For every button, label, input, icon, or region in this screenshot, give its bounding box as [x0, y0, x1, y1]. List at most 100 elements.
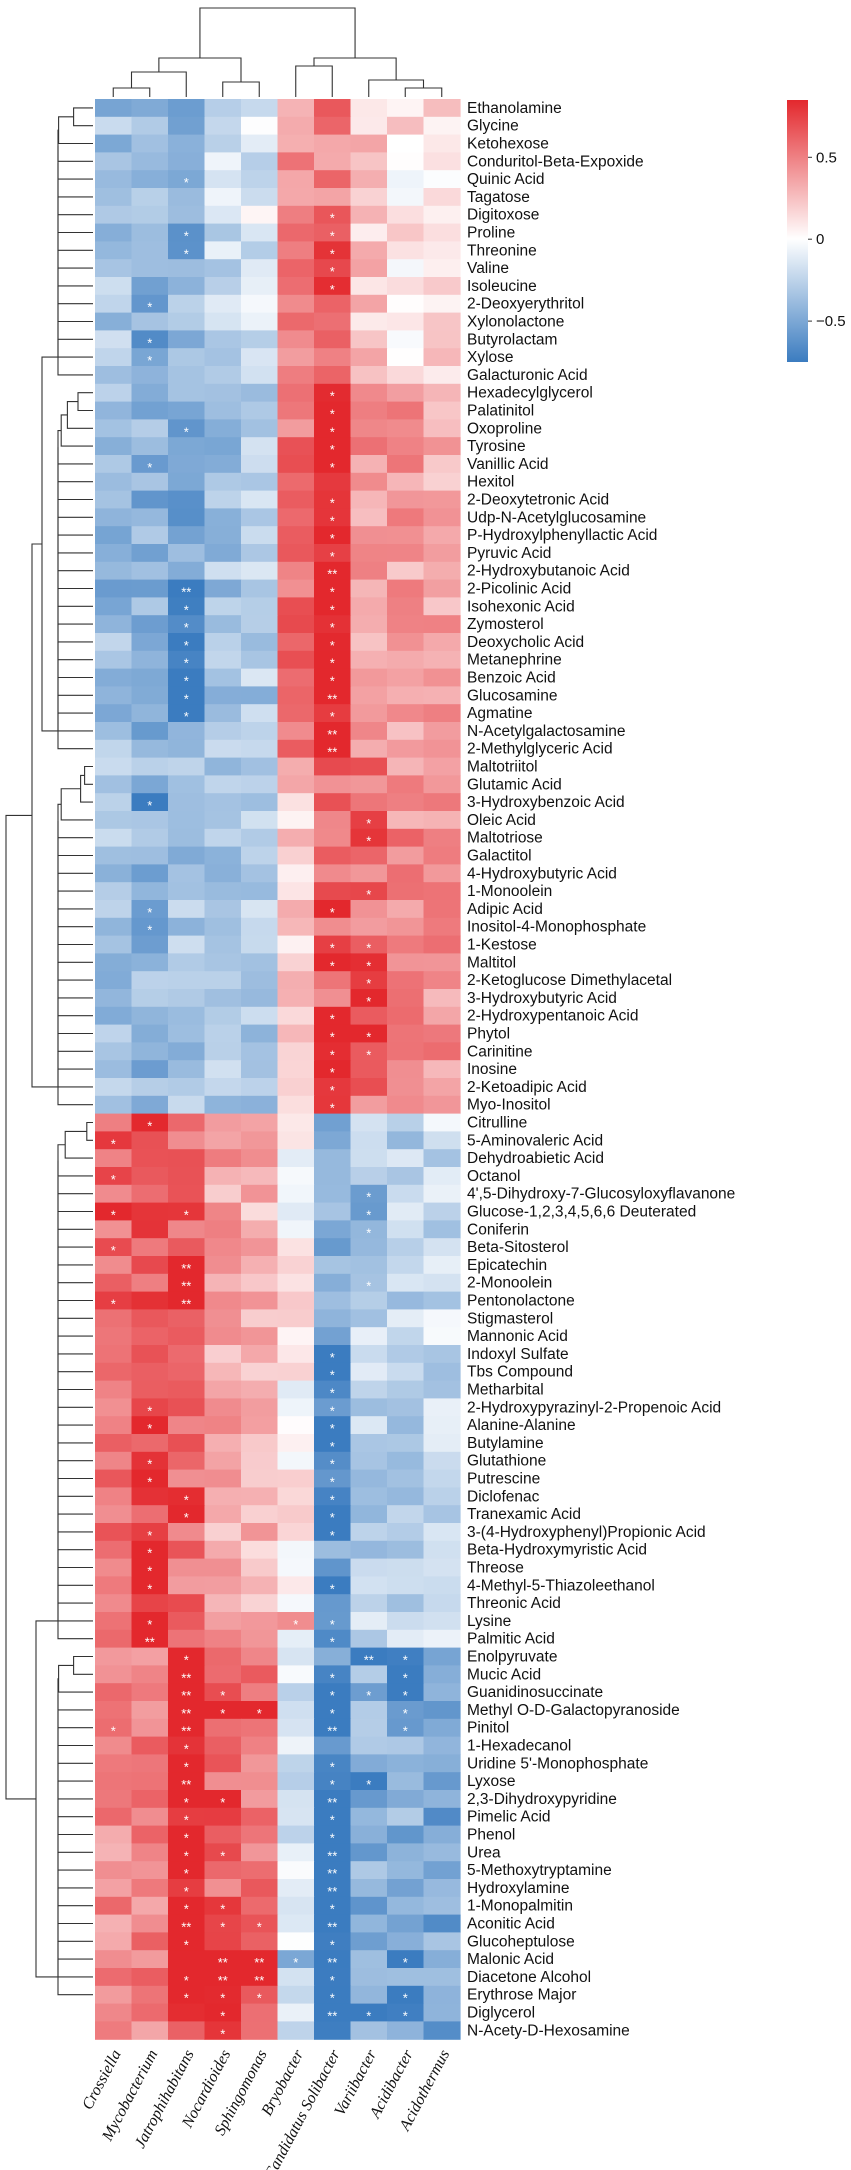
heatmap-cell — [277, 312, 315, 331]
heatmap-cell — [95, 811, 133, 830]
heatmap-cell — [95, 615, 133, 634]
heatmap-cell — [204, 526, 242, 545]
heatmap-cell — [131, 1327, 169, 1346]
heatmap-cell — [131, 1024, 169, 1043]
significance-mark: * — [330, 1457, 335, 1472]
heatmap-cell — [204, 1985, 242, 2005]
heatmap-cell — [95, 917, 133, 937]
heatmap-cell — [350, 1879, 388, 1898]
row-label: Hexadecylglycerol — [467, 385, 593, 402]
heatmap-cell — [168, 1558, 206, 1577]
heatmap-cell — [241, 134, 279, 153]
heatmap-cell — [131, 775, 169, 794]
heatmap-cell — [350, 490, 388, 509]
heatmap-cell — [95, 1932, 133, 1951]
heatmap-cell — [314, 437, 352, 456]
row-label: Phytol — [467, 1026, 510, 1043]
row-label: Myo-Inositol — [467, 1097, 551, 1114]
heatmap-cell — [387, 383, 425, 403]
heatmap-cell — [277, 1790, 315, 1809]
heatmap-cell — [131, 1078, 169, 1097]
heatmap-cell — [131, 1540, 169, 1560]
heatmap-cell — [387, 366, 425, 385]
heatmap-cell — [95, 1416, 133, 1435]
heatmap-cell — [95, 1327, 133, 1346]
heatmap-cell — [314, 917, 352, 937]
dendrogram-branch — [295, 65, 333, 97]
significance-mark: * — [330, 638, 335, 653]
heatmap-cell — [241, 1558, 279, 1577]
heatmap-cell — [168, 99, 206, 118]
heatmap-cell — [131, 1576, 169, 1595]
significance-mark: * — [330, 656, 335, 671]
heatmap-cell — [241, 1024, 279, 1043]
heatmap-cell — [204, 633, 242, 652]
heatmap-cell — [350, 134, 388, 153]
heatmap-cell — [387, 1345, 425, 1364]
heatmap-cell — [277, 1825, 315, 1844]
heatmap-cell — [350, 99, 388, 118]
heatmap-cell — [423, 1594, 461, 1613]
heatmap-cell — [241, 971, 279, 990]
heatmap-cell — [168, 1825, 206, 1844]
heatmap-cell — [95, 330, 133, 349]
significance-mark: * — [330, 1350, 335, 1365]
heatmap-cell — [241, 1149, 279, 1168]
heatmap-cell — [95, 1825, 133, 1844]
heatmap-cell — [131, 277, 169, 296]
heatmap-cell — [277, 490, 315, 509]
heatmap-cell — [350, 1184, 388, 1204]
heatmap-cell — [350, 846, 388, 865]
dendrogram-branch — [57, 1959, 93, 1996]
heatmap-cell — [423, 633, 461, 652]
heatmap-cell — [131, 508, 169, 527]
heatmap-cell — [204, 989, 242, 1008]
heatmap-cell — [131, 312, 169, 331]
heatmap-cell — [168, 1843, 206, 1862]
heatmap-cell — [314, 472, 352, 492]
significance-mark: * — [366, 834, 371, 849]
heatmap-cell — [95, 1647, 133, 1666]
heatmap-cell — [314, 1558, 352, 1577]
heatmap-cell — [350, 455, 388, 474]
heatmap-cell — [277, 1985, 315, 2005]
significance-mark: * — [330, 1475, 335, 1490]
heatmap-cell — [95, 989, 133, 1008]
heatmap-cell — [423, 134, 461, 153]
significance-mark: * — [147, 300, 152, 315]
heatmap-cell — [168, 1327, 206, 1346]
heatmap-cell — [131, 828, 169, 848]
heatmap-cell — [350, 971, 388, 990]
heatmap-cell — [314, 1683, 352, 1702]
heatmap-cell — [204, 366, 242, 385]
heatmap-cell — [204, 277, 242, 296]
dendrogram-branch — [41, 356, 58, 732]
row-label: Threonic Acid — [467, 1595, 561, 1612]
heatmap-cell — [204, 544, 242, 563]
heatmap-cell — [350, 828, 388, 848]
dendrogram-branch — [57, 162, 93, 198]
heatmap-cell — [168, 579, 206, 598]
heatmap-cell — [131, 900, 169, 919]
heatmap-cell — [277, 2021, 315, 2040]
dendrogram-branch — [57, 447, 93, 483]
heatmap-cell — [387, 900, 425, 919]
heatmap-cell — [277, 472, 315, 492]
heatmap-cell — [95, 1594, 133, 1613]
heatmap-cell — [241, 99, 279, 118]
heatmap-cell — [277, 1042, 315, 1061]
heatmap-cell — [168, 1149, 206, 1168]
heatmap-cell — [350, 1896, 388, 1916]
heatmap-cell — [314, 1184, 352, 1204]
heatmap-cell — [387, 1291, 425, 1310]
heatmap-cell — [387, 668, 425, 687]
heatmap-cell — [131, 1291, 169, 1310]
heatmap-cell — [168, 864, 206, 883]
row-label: Dehydroabietic Acid — [467, 1150, 604, 1167]
heatmap-cell — [387, 1985, 425, 2005]
heatmap-cell — [168, 1629, 206, 1649]
heatmap-cell — [387, 419, 425, 438]
heatmap-cell — [168, 1594, 206, 1613]
heatmap-cell — [131, 1042, 169, 1061]
heatmap-cell — [387, 989, 425, 1008]
